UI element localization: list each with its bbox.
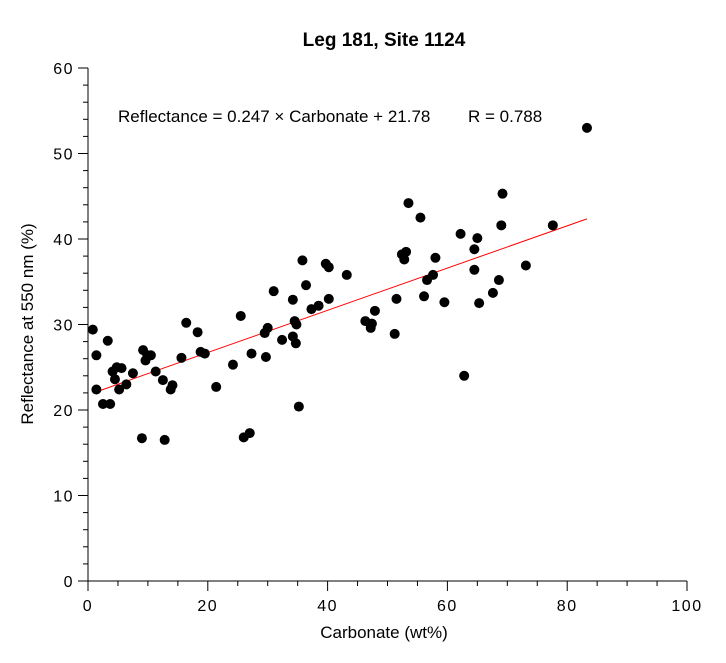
y-tick-label: 10 — [53, 489, 74, 506]
data-point — [91, 350, 102, 361]
data-point — [211, 381, 222, 392]
x-tick-label: 40 — [317, 598, 338, 615]
data-point — [262, 322, 273, 333]
data-point — [399, 254, 410, 265]
data-point — [455, 228, 466, 239]
data-point — [323, 262, 334, 273]
data-point — [176, 352, 187, 363]
data-point — [313, 300, 324, 311]
data-point — [145, 350, 156, 361]
data-point — [268, 286, 279, 297]
data-point — [293, 401, 304, 412]
data-point — [428, 269, 439, 280]
data-point — [419, 291, 430, 302]
data-point — [439, 297, 450, 308]
data-point — [474, 298, 485, 309]
data-point — [401, 246, 412, 257]
data-point — [459, 370, 470, 381]
data-point — [277, 334, 288, 345]
chart-title: Leg 181, Site 1124 — [303, 30, 466, 51]
data-point — [246, 348, 257, 359]
y-tick-label: 20 — [53, 403, 74, 420]
data-point — [109, 374, 120, 385]
axes: 0 10 20 30 40 50 60 0 20 40 60 80 100 — [53, 61, 702, 615]
y-tick-label: 30 — [53, 318, 74, 335]
data-point — [547, 220, 558, 231]
data-point — [581, 122, 592, 133]
x-tick-label: 60 — [437, 598, 458, 615]
data-point — [472, 233, 483, 244]
data-point — [91, 384, 102, 395]
data-point — [391, 293, 402, 304]
data-point — [497, 188, 508, 199]
data-point — [116, 363, 127, 374]
data-point — [97, 399, 108, 410]
x-tick-label: 80 — [557, 598, 578, 615]
data-point — [290, 338, 301, 349]
data-point — [366, 318, 377, 329]
data-point — [301, 280, 312, 291]
data-point — [192, 327, 203, 338]
y-tick-label: 0 — [64, 574, 74, 591]
data-point — [469, 264, 480, 275]
data-point — [493, 275, 504, 286]
x-tick-label: 0 — [83, 598, 93, 615]
data-point — [520, 260, 531, 271]
data-point — [403, 198, 414, 209]
data-point — [136, 433, 147, 444]
data-point — [150, 366, 161, 377]
x-tick-label: 20 — [197, 598, 218, 615]
data-point — [199, 348, 210, 359]
data-point — [87, 324, 98, 335]
data-point — [297, 255, 308, 266]
data-point — [244, 428, 255, 439]
data-point — [469, 244, 480, 255]
data-point — [323, 293, 334, 304]
data-point — [287, 294, 298, 305]
data-point — [157, 375, 168, 386]
data-point — [430, 252, 441, 263]
y-tick-label: 50 — [53, 147, 74, 164]
data-point — [235, 310, 246, 321]
data-point — [127, 368, 138, 379]
x-axis-label: Carbonate (wt%) — [320, 623, 448, 642]
data-point — [415, 212, 426, 223]
data-point — [167, 380, 178, 391]
data-point — [121, 379, 132, 390]
data-point — [369, 305, 380, 316]
data-point — [260, 351, 271, 362]
data-point — [105, 399, 116, 410]
correlation-coefficient: R = 0.788 — [468, 107, 542, 126]
data-points — [87, 122, 592, 445]
y-tick-label: 40 — [53, 232, 74, 249]
y-tick-label: 60 — [53, 61, 74, 78]
data-point — [102, 335, 113, 346]
regression-line — [92, 218, 588, 394]
data-point — [487, 287, 498, 298]
data-point — [114, 384, 125, 395]
data-point — [341, 269, 352, 280]
regression-line-group — [92, 218, 588, 394]
data-point — [227, 359, 238, 370]
data-point — [159, 434, 170, 445]
data-point — [496, 220, 507, 231]
x-tick-label: 100 — [671, 598, 702, 615]
regression-equation: Reflectance = 0.247 × Carbonate + 21.78 — [118, 107, 430, 126]
y-axis-label: Reflectance at 550 nm (%) — [18, 223, 37, 424]
data-point — [181, 317, 192, 328]
data-point — [291, 319, 302, 330]
data-point — [389, 328, 400, 339]
